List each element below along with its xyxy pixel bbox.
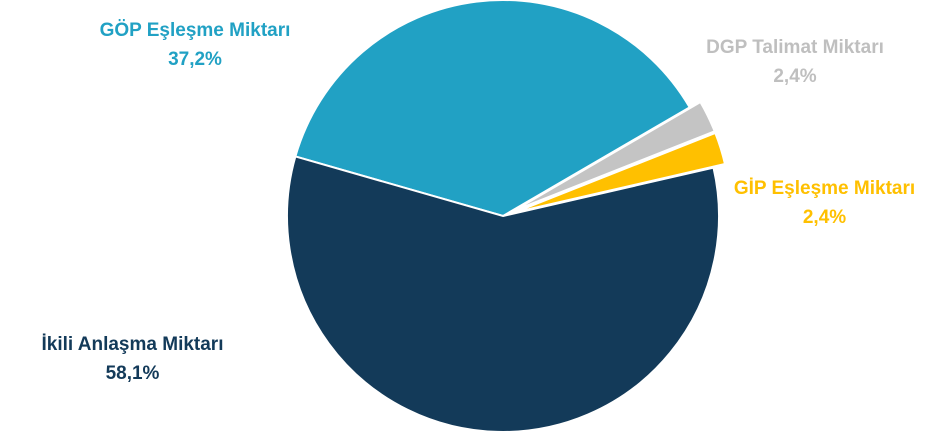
gip-label-value: 2,4% [802,207,847,228]
ikili-label-value: 58,1% [105,363,160,384]
ikili-slice [286,155,720,433]
gip-slice [514,131,727,214]
dgp-label-name: DGP Talimat Miktarı [706,37,884,58]
dgp-slice [513,100,716,212]
gop-slice [294,0,692,218]
gop-label-name: GÖP Eşleşme Miktarı [99,20,291,41]
dgp-label: DGP Talimat Miktarı 2,4% [650,33,940,91]
dgp-label-value: 2,4% [773,66,817,87]
ikili-label: İkili Anlaşma Miktarı 58,1% [0,330,265,388]
gip-label-name: GİP Eşleşme Miktarı [733,178,916,199]
gop-label-value: 37,2% [168,49,222,70]
ikili-label-name: İkili Anlaşma Miktarı [41,334,224,355]
gop-label: GÖP Eşleşme Miktarı 37,2% [40,16,350,74]
gip-label: GİP Eşleşme Miktarı 2,4% [700,174,949,232]
